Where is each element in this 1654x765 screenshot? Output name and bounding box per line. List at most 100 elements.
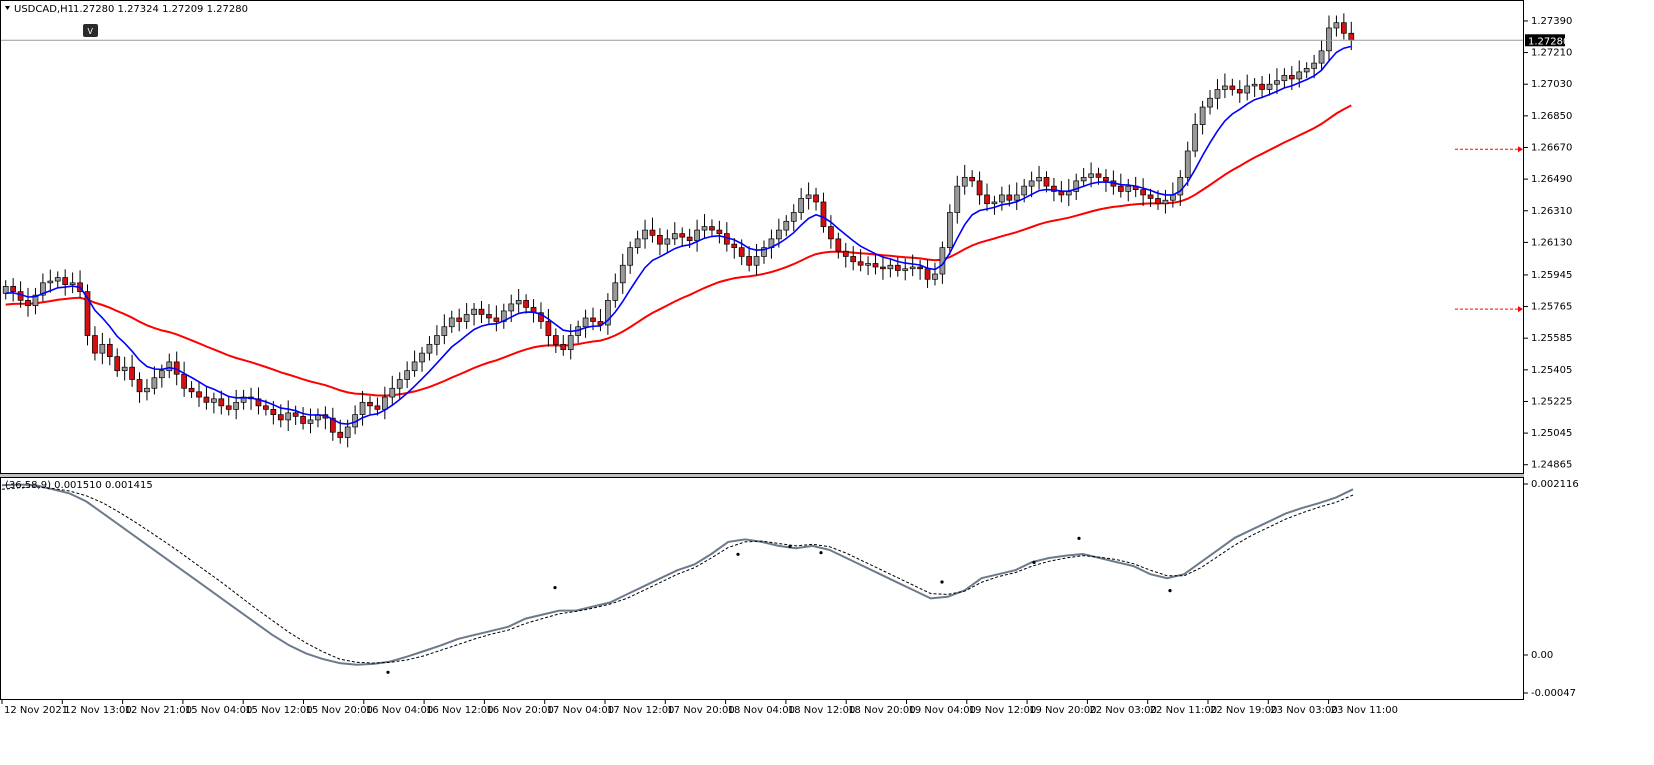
candle-body [590,317,596,322]
candle-body [716,229,723,234]
candle-body [946,212,953,249]
price-tick-label: 1.24865 [1531,460,1572,471]
candle-body [1274,80,1280,85]
alert-arrow-icon[interactable] [1518,146,1523,153]
candle-body [47,280,54,284]
candle-body [1006,194,1013,201]
time-tick-label: 22 Nov 03:00 [1089,705,1156,716]
time-tick-label: 22 Nov 11:00 [1150,705,1217,716]
candle-body [307,419,314,424]
current-price-badge [1525,34,1565,47]
candle-body [545,321,552,336]
candle-body [99,343,106,354]
ma-slow-path [5,104,1352,397]
candle-body [1073,180,1080,192]
candle-body [813,194,819,203]
candle-body [1340,22,1347,34]
time-tick-label: 17 Nov 12:00 [607,705,674,716]
candle-body [642,229,648,240]
candle-body [285,412,292,421]
candle-body [820,201,827,227]
candle-body [1155,198,1161,205]
panel-splitter[interactable] [0,474,1524,477]
candle-body [1177,177,1184,196]
candle-body [582,317,589,328]
candle-body [62,277,69,285]
candle-body [932,273,938,280]
time-tick-label: 22 Nov 19:00 [1210,705,1277,716]
candle-body [463,314,470,322]
symbol-label: USDCAD,H1 [14,4,74,15]
candle-body [359,401,366,415]
candle-body [382,396,388,410]
candle-body [1021,185,1028,196]
candle-body [188,387,195,393]
candle-body [1184,150,1191,178]
candle-body [166,361,173,372]
time-tick-label: 23 Nov 03:00 [1270,705,1337,716]
indicator-dot [553,586,557,590]
indicator-dot [819,551,823,555]
candle-body [329,417,336,433]
candle-body [1170,194,1176,201]
candle-body [218,398,225,407]
indicator-dot [736,552,740,556]
candle-body [560,343,567,350]
candle-body [84,291,91,336]
candle-body [1214,89,1221,99]
time-tick-label: 23 Nov 11:00 [1331,705,1398,716]
price-tick-label: 1.26490 [1531,174,1572,185]
time-tick-label: 18 Nov 04:00 [728,705,795,716]
one-click-trading-button[interactable] [83,24,98,37]
candle-body [649,229,656,236]
candle-body [924,268,931,280]
price-tick-label: 1.26130 [1531,237,1572,248]
candle-body [515,300,522,305]
indicator-tick-label: 0.002116 [1531,479,1579,490]
price-tick-label: 1.26670 [1531,142,1572,153]
candle-body [367,401,373,407]
candle-body [203,396,210,403]
candle-body [1199,106,1206,125]
candle-body [233,401,240,410]
time-tick-label: 19 Nov 04:00 [909,705,976,716]
candle-body [1222,85,1228,90]
candle-body [1259,83,1265,90]
candle-body [842,250,849,257]
candle-body [1326,27,1332,52]
candle-body [969,177,975,182]
candle-body [1318,50,1325,64]
candle-body [634,238,641,249]
candle-body [619,264,626,284]
price-axis: 1.27390 1.27210 1.27030 1.26850 1.26670 1.264… [1524,16,1572,471]
candle-body [1117,185,1124,192]
candle-body [1333,22,1340,29]
indicator-main-line [1,483,1354,666]
candle-body [664,238,671,245]
alert-lines[interactable] [1455,146,1523,313]
candle-body [441,326,448,336]
current-price-line: 1.27280 [1,34,1569,47]
dropdown-triangle-icon[interactable] [5,6,10,10]
candle-body [106,343,113,357]
candle-body [374,405,381,410]
indicator-dot [940,580,944,584]
time-tick-label: 17 Nov 04:00 [547,705,614,716]
candle-body [151,377,158,389]
alert-arrow-icon[interactable] [1518,306,1523,313]
time-tick-label: 18 Nov 12:00 [788,705,855,716]
indicator-dot [1077,536,1081,540]
ma-fast-path [5,45,1352,425]
candle-body [337,431,344,438]
candle-body [277,414,284,421]
candle-body [32,294,39,307]
candle-body [880,266,886,270]
time-tick-label: 16 Nov 20:00 [486,705,553,716]
candle-body [671,233,678,240]
time-tick-label: 18 Nov 20:00 [848,705,915,716]
candle-body [783,220,790,231]
candle-body [69,282,76,285]
